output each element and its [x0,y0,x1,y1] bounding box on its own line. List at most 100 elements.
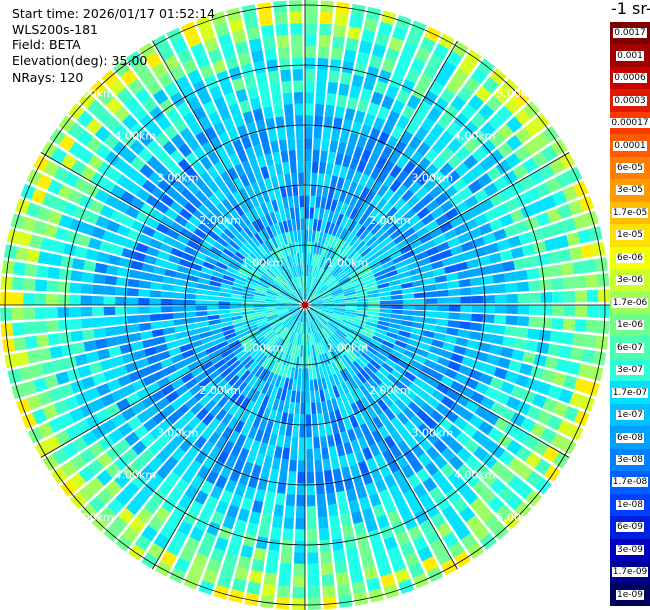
ray-gate [293,291,302,301]
ray-gate [192,105,207,121]
ray-gate [80,307,93,317]
ray-gate [447,360,461,372]
ray-gate [88,237,102,250]
ray-gate [436,311,449,319]
ray-gate [221,156,234,171]
range-ring-label: 2.00km [199,214,241,227]
ray-gate [284,283,294,293]
ray-gate [142,374,157,386]
ray-gate [419,493,434,509]
ray-gate [329,515,341,528]
ray-gate [333,298,346,302]
ray-gate [322,302,334,304]
ray-gate [284,269,292,280]
ray-gate [379,300,392,305]
ray-gate [81,376,96,390]
ray-gate [314,459,323,472]
ray-gate [282,285,292,294]
ray-gate [224,142,236,157]
ray-gate [180,227,194,239]
ray-gate [546,177,562,193]
ray-gate [324,104,335,118]
ray-gate [267,164,277,177]
ray-gate [312,279,320,290]
ray-gate [394,398,407,412]
ray-gate [279,340,287,352]
ray-gate [412,244,426,255]
ray-gate [425,305,438,311]
ray-gate [260,277,271,285]
ray-gate [168,347,182,357]
ray-gate [431,470,447,486]
ray-gate [460,305,472,313]
ray-gate [293,552,305,564]
ray-gate [335,572,350,586]
ray-gate [389,250,403,260]
ray-gate [264,153,274,166]
ray-gate [11,277,25,291]
ray-gate [322,303,334,305]
ray-gate [414,310,426,317]
ray-gate [241,160,253,174]
ray-gate [266,332,277,342]
ray-gate [448,296,461,304]
ray-gate [563,375,578,390]
ray-gate [374,227,386,239]
ray-gate [468,94,485,111]
ray-gate [182,58,198,75]
ray-gate [243,437,254,451]
ray-gate [244,592,260,607]
ray-gate [450,402,465,416]
ray-gate [307,289,313,300]
ray-gate [435,403,450,416]
ray-gate [569,392,585,408]
ray-gate [305,138,313,150]
ray-gate [431,139,446,154]
ray-gate [370,166,382,180]
ray-gate [425,220,439,232]
ray-gate [103,285,116,296]
ray-gate [573,214,588,230]
ray-gate [87,459,104,476]
ray-gate [287,413,294,426]
ray-gate [248,273,260,282]
ray-gate [265,297,277,301]
ray-gate [355,315,368,321]
ray-gate [278,326,287,337]
ray-gate [447,320,460,328]
ray-gate [412,220,425,232]
ray-gate [324,325,334,335]
ray-gate [367,289,379,295]
ray-gate [76,110,94,128]
ray-gate [354,257,366,268]
ray-gate [280,313,291,321]
ray-gate [326,351,334,363]
ray-gate [265,213,274,226]
ray-gate [254,247,265,258]
ray-gate [481,275,494,285]
ray-gate [231,318,244,325]
ray-gate [412,377,426,389]
ray-gate [505,315,518,326]
ray-gate [121,383,136,397]
ray-gate [305,57,316,70]
ray-gate [200,266,214,275]
legend-label: 0.0003 [613,95,647,106]
ray-gate [239,229,250,241]
ray-gate [72,342,86,355]
ray-gate [210,246,223,256]
legend-label: 3e-08 [616,454,644,465]
ray-gate [223,117,236,132]
ray-gate [311,265,316,277]
ray-gate [126,288,139,297]
ray-gate [248,511,261,525]
ray-gate [314,319,322,330]
ray-gate [276,35,289,48]
ray-gate [354,387,365,400]
ray-gate [245,210,256,223]
ray-gate [244,342,256,353]
ray-gate [343,315,356,321]
ray-gate [383,584,400,599]
ray-gate [306,333,310,346]
ray-gate [138,289,151,297]
